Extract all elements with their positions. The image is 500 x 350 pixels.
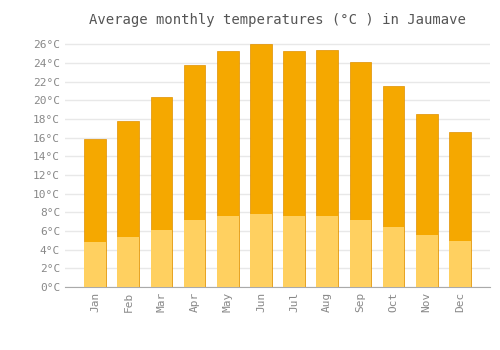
Bar bbox=[350, 62, 371, 287]
Bar bbox=[118, 237, 139, 287]
Title: Average monthly temperatures (°C ) in Jaumave: Average monthly temperatures (°C ) in Ja… bbox=[89, 13, 466, 27]
Bar bbox=[217, 216, 238, 287]
Bar bbox=[416, 235, 438, 287]
Bar bbox=[118, 121, 139, 287]
Bar bbox=[150, 97, 172, 287]
Bar bbox=[284, 216, 305, 287]
Bar bbox=[250, 44, 272, 287]
Bar bbox=[316, 216, 338, 287]
Bar bbox=[350, 219, 371, 287]
Bar bbox=[449, 240, 470, 287]
Bar bbox=[184, 65, 206, 287]
Bar bbox=[217, 51, 238, 287]
Bar bbox=[84, 139, 106, 287]
Bar bbox=[250, 214, 272, 287]
Bar bbox=[416, 114, 438, 287]
Bar bbox=[184, 220, 206, 287]
Bar bbox=[316, 50, 338, 287]
Bar bbox=[383, 86, 404, 287]
Bar bbox=[150, 230, 172, 287]
Bar bbox=[284, 51, 305, 287]
Bar bbox=[383, 227, 404, 287]
Bar bbox=[449, 132, 470, 287]
Bar bbox=[84, 243, 106, 287]
